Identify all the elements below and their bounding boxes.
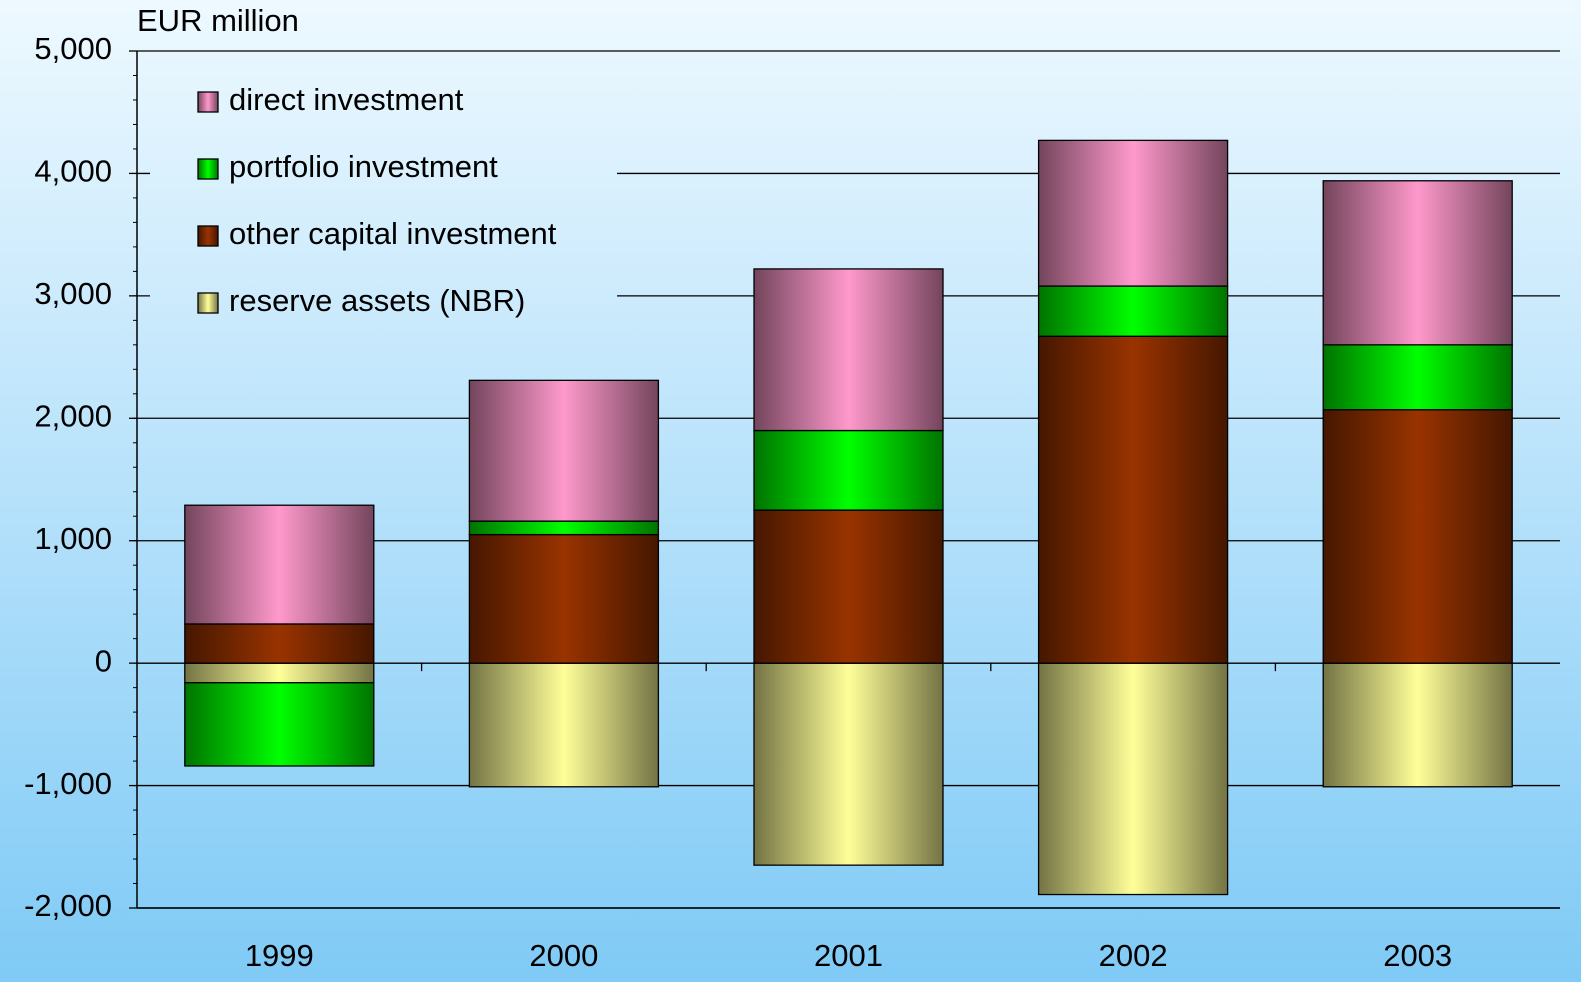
x-tick-label: 2001 [814, 938, 883, 973]
legend-swatch [197, 91, 219, 113]
y-tick-label: 2,000 [34, 398, 112, 433]
y-axis-unit: EUR million [137, 3, 299, 38]
bar-segment [1037, 285, 1229, 337]
bar-segment [184, 504, 375, 625]
legend-label: direct investment [229, 82, 464, 117]
y-tick-label: 5,000 [34, 31, 112, 66]
bar-segment [468, 533, 660, 664]
x-tick-label: 2002 [1099, 938, 1168, 973]
y-tick-label: 3,000 [34, 276, 112, 311]
y-tick-label: 1,000 [34, 521, 112, 556]
y-tick-label: -2,000 [24, 888, 112, 923]
legend-swatch [197, 225, 219, 247]
bar-segment [468, 379, 660, 522]
y-tick-label: 4,000 [34, 154, 112, 189]
legend-label: reserve assets (NBR) [229, 283, 525, 318]
y-tick-label: -1,000 [24, 766, 112, 801]
legend-label: portfolio investment [229, 149, 498, 184]
bar-segment [1037, 335, 1229, 664]
bar-segment [1322, 662, 1513, 788]
bar-segment [753, 429, 944, 511]
bar-segment [468, 662, 660, 788]
bar-segment [753, 268, 944, 432]
bar-segment [184, 623, 375, 664]
bar-segment [1037, 139, 1229, 287]
y-tick-label: 0 [95, 643, 112, 678]
legend-swatch [197, 292, 219, 314]
legend-swatch [197, 158, 219, 180]
bar-segment [1037, 662, 1229, 896]
bar-segment [753, 509, 944, 664]
bar-segment [753, 662, 944, 866]
x-tick-label: 2003 [1383, 938, 1452, 973]
bar-segment [1322, 344, 1513, 411]
bar-segment [468, 520, 660, 536]
bar-segment [184, 682, 375, 767]
x-tick-label: 1999 [245, 938, 314, 973]
legend-label: other capital investment [229, 216, 557, 251]
bar-segment [184, 662, 375, 684]
bar-segment [1322, 409, 1513, 664]
x-tick-label: 2000 [529, 938, 598, 973]
legend-box [150, 70, 617, 335]
bar-segment [1322, 180, 1513, 346]
